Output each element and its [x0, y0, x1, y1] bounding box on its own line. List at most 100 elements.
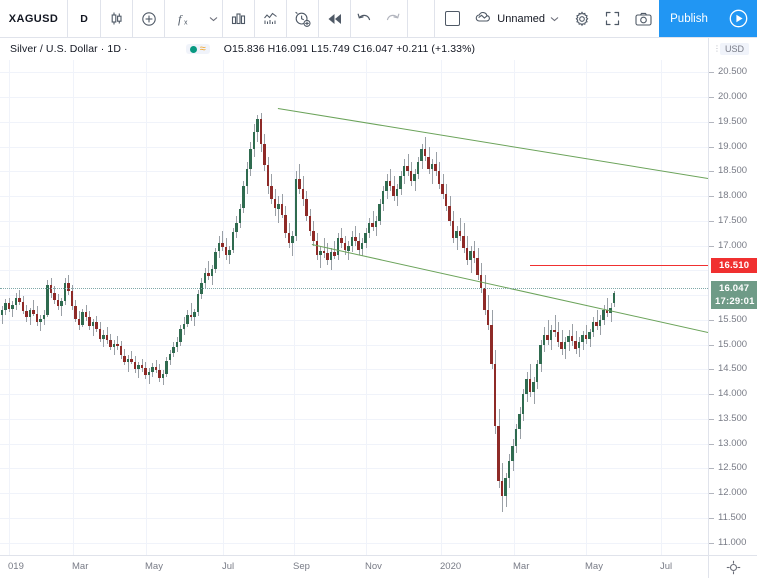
- chevron-down-icon[interactable]: [550, 13, 559, 25]
- price-tick-mark: [709, 171, 714, 173]
- grid-line-horizontal: [0, 369, 708, 371]
- candle-body: [364, 233, 367, 244]
- candle-body: [427, 156, 430, 169]
- candle-body: [53, 292, 56, 300]
- candle-body: [74, 306, 77, 319]
- symbol-button[interactable]: XAGUSD: [0, 0, 68, 37]
- candle-wick: [555, 314, 556, 338]
- play-button[interactable]: [719, 0, 757, 37]
- price-tick-mark: [709, 443, 714, 445]
- candle-body: [308, 215, 311, 231]
- countdown-badge[interactable]: 17:29:01: [711, 294, 757, 309]
- candle-wick: [355, 225, 356, 246]
- bar-chart-icon[interactable]: [223, 0, 255, 37]
- series-active-dot-icon: [189, 45, 197, 53]
- series-title[interactable]: Silver / U.S. Dollar · 1D ·: [10, 43, 128, 55]
- candle-body: [343, 243, 346, 251]
- axis-drag-handle-icon[interactable]: ⋮: [713, 44, 721, 53]
- candle-body: [591, 322, 595, 333]
- candle-body: [588, 332, 591, 339]
- redo-icon[interactable]: [378, 0, 408, 37]
- candle-body: [462, 235, 465, 249]
- candle-body: [238, 208, 241, 224]
- price-tick-mark: [709, 220, 714, 222]
- candle-body: [193, 312, 196, 318]
- candle-body: [84, 312, 88, 318]
- time-tick-label: 2020: [440, 561, 462, 572]
- candle-wick: [425, 136, 426, 162]
- price-tick-mark: [709, 245, 714, 247]
- candle-wick: [114, 339, 115, 356]
- candle-body: [448, 206, 451, 221]
- candle-body: [444, 193, 448, 206]
- candle-body: [126, 358, 130, 362]
- alert-clock-icon[interactable]: [287, 0, 319, 37]
- candle-body: [214, 251, 217, 270]
- time-tick-label: Nov: [365, 561, 382, 572]
- candle-body: [514, 428, 518, 447]
- candle-body: [434, 164, 437, 172]
- grid-line-horizontal: [0, 493, 708, 495]
- price-axis[interactable]: ⋮ USD 20.500 20.000 19.500 19.000 18.500 18.0…: [708, 38, 757, 555]
- grid-line-horizontal: [0, 72, 708, 74]
- candle-body: [91, 322, 95, 326]
- fx-indicators-icon[interactable]: f x: [165, 0, 205, 37]
- candle-body: [207, 272, 210, 277]
- candle-body: [598, 319, 602, 326]
- screenshot-camera-icon[interactable]: [627, 0, 659, 37]
- candle-body: [521, 394, 525, 414]
- interval-button[interactable]: D: [68, 0, 101, 37]
- replay-rewind-icon[interactable]: [319, 0, 351, 37]
- time-tick-label: Jul: [660, 561, 673, 572]
- price-tick-label: 11.500: [718, 511, 747, 523]
- price-tick-label: 17.500: [718, 214, 748, 226]
- fullscreen-icon[interactable]: [597, 0, 627, 37]
- candle-wick: [117, 335, 118, 350]
- undo-icon[interactable]: [351, 0, 378, 37]
- settings-gear-icon[interactable]: [567, 0, 597, 37]
- price-tick-mark: [709, 542, 714, 544]
- chevron-down-icon[interactable]: [205, 0, 223, 37]
- candle-body: [577, 342, 581, 349]
- candle-style-icon[interactable]: [101, 0, 133, 37]
- upper-descending-trendline[interactable]: [277, 108, 708, 179]
- resistance-price-line[interactable]: [530, 265, 708, 266]
- candle-body: [168, 353, 172, 361]
- candle-body: [381, 191, 385, 204]
- candle-body: [609, 307, 612, 313]
- candle-body: [224, 246, 228, 256]
- candle-wick: [33, 300, 34, 316]
- price-tick-mark: [709, 493, 714, 495]
- financials-icon[interactable]: [255, 0, 287, 37]
- candle-body: [287, 233, 290, 244]
- candle-body: [11, 305, 14, 309]
- price-tick-label: 19.500: [718, 115, 748, 127]
- publish-button[interactable]: Publish: [659, 0, 719, 37]
- candle-body: [504, 478, 507, 496]
- candle-body: [175, 342, 179, 348]
- crosshair-icon[interactable]: [726, 560, 741, 580]
- candle-body: [249, 149, 252, 169]
- chart-pane[interactable]: [0, 60, 708, 555]
- candle-body: [263, 144, 266, 166]
- candle-body: [556, 332, 560, 343]
- layout-name-button[interactable]: Unnamed: [469, 0, 567, 37]
- candle-body: [378, 203, 381, 221]
- layout-select-checkbox[interactable]: [435, 0, 469, 37]
- indicators-add-icon[interactable]: [133, 0, 165, 37]
- time-axis[interactable]: 019 Mar May Jul Sep Nov 2020 Mar May Jul: [0, 555, 757, 580]
- grid-line-horizontal: [0, 196, 708, 198]
- grid-line-vertical: [661, 60, 662, 555]
- last-price-badge[interactable]: 16.510: [711, 258, 757, 273]
- candle-body: [315, 240, 318, 256]
- candle-body: [144, 368, 147, 376]
- candle-body: [235, 223, 238, 232]
- candle-body: [98, 328, 102, 339]
- candle-body: [7, 302, 11, 309]
- time-tick-label: Mar: [513, 561, 530, 572]
- symbol-label: XAGUSD: [8, 12, 59, 25]
- close-price-badge[interactable]: 16.047: [711, 281, 757, 296]
- candle-body: [56, 300, 60, 306]
- grid-line-horizontal: [0, 418, 708, 420]
- price-tick-label: 18.500: [718, 165, 748, 177]
